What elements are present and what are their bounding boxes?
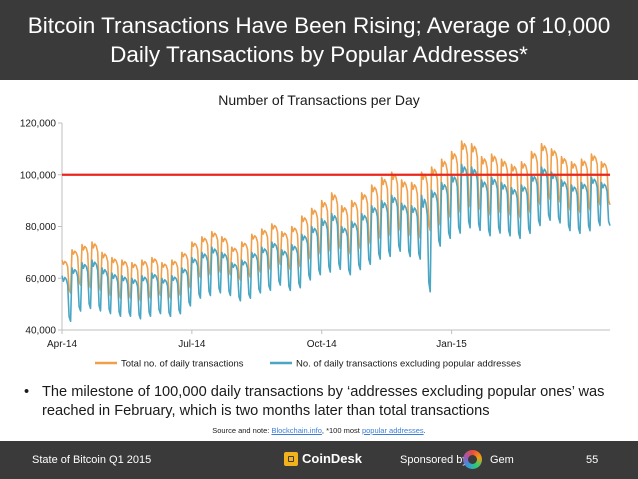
x-tick-label: Jan-15 <box>436 339 467 350</box>
source-note: Source and note: Blockchain.info, *100 m… <box>0 426 638 435</box>
source-link-blockchain[interactable]: Blockchain.info <box>271 426 322 435</box>
gem-logo-icon <box>463 450 482 469</box>
source-link-popular-addresses[interactable]: popular addresses <box>361 426 424 435</box>
page-number: 55 <box>586 454 599 466</box>
slide-title: Bitcoin Transactions Have Been Rising; A… <box>27 13 611 67</box>
source-suffix: . <box>423 426 426 435</box>
bullet-point: • The milestone of 100,000 daily transac… <box>24 383 624 421</box>
legend-excluding-popular-label: No. of daily transactions excluding popu… <box>296 359 521 370</box>
coindesk-brand-name: CoinDesk <box>302 451 362 466</box>
coindesk-logo-icon <box>284 451 298 466</box>
coindesk-logo: CoinDesk <box>284 451 362 466</box>
series-line-total-transactions <box>61 140 611 302</box>
bullet-marker: • <box>24 384 30 400</box>
line-chart: 40,000 60,000 80,000 100,000 120,000 Apr-14 Ju… <box>20 119 611 370</box>
footer-report-name: State of Bitcoin Q1 2015 <box>32 454 152 466</box>
sponsored-by-label: Sponsored by <box>400 454 468 466</box>
series-line-excluding-popular <box>61 163 611 323</box>
y-tick-label: 60,000 <box>25 274 56 285</box>
y-tick-label: 80,000 <box>25 222 56 233</box>
y-tick-label: 40,000 <box>25 326 56 337</box>
x-tick-label: Oct-14 <box>307 339 337 350</box>
y-tick-label: 120,000 <box>20 119 57 130</box>
x-tick-label: Apr-14 <box>47 339 77 350</box>
sponsor-name: Gem <box>490 454 514 466</box>
slide-header: Bitcoin Transactions Have Been Rising; A… <box>0 0 638 80</box>
legend-total-transactions-label: Total no. of daily transactions <box>121 359 244 370</box>
slide-footer: State of Bitcoin Q1 2015 CoinDesk Sponso… <box>0 441 638 479</box>
bullet-text: The milestone of 100,000 daily transacti… <box>42 384 605 419</box>
source-middle: , *100 most <box>321 426 362 435</box>
source-prefix: Source and note: <box>212 426 272 435</box>
x-tick-label: Jul-14 <box>178 339 206 350</box>
y-tick-label: 100,000 <box>20 170 57 181</box>
chart-title: Number of Transactions per Day <box>218 92 420 108</box>
